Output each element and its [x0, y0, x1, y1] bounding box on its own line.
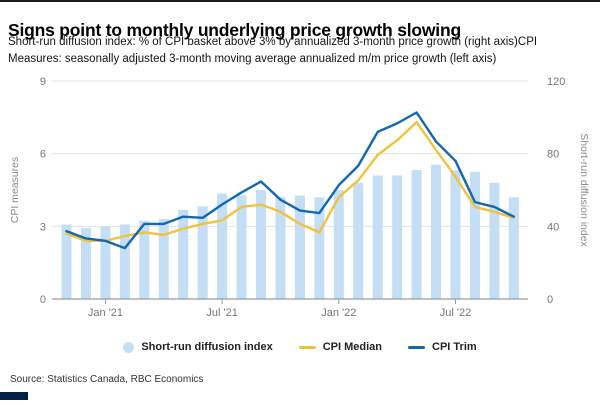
left-axis-title: CPI measures [9, 157, 21, 224]
chart-subtitle-line2: Measures: seasonally adjusted 3-month mo… [8, 52, 497, 65]
right-tick-label: 0 [547, 294, 553, 306]
left-tick-label: 6 [40, 149, 46, 161]
legend-item-trim: CPI Trim [408, 341, 477, 353]
diffusion-bar [61, 224, 72, 299]
diffusion-bar [178, 209, 189, 299]
diffusion-bar [100, 226, 111, 299]
x-tick-label: Jul '22 [440, 307, 471, 319]
legend-item-median: CPI Median [298, 341, 383, 353]
legend-item-diffusion: Short-run diffusion index [123, 341, 273, 353]
diffusion-bar [275, 197, 286, 299]
right-tick-label: 120 [547, 76, 565, 88]
legend-label-trim: CPI Trim [432, 341, 477, 353]
diffusion-bar [333, 190, 344, 299]
diffusion-bar [392, 175, 403, 299]
diffusion-bar [119, 224, 130, 299]
diffusion-bar [197, 206, 208, 299]
diffusion-bar [489, 182, 500, 299]
diffusion-bar [372, 175, 383, 299]
left-tick-label: 9 [40, 76, 46, 88]
chart-subtitle-line1: Short-run diffusion index: % of CPI bask… [8, 36, 538, 48]
diffusion-bar [450, 170, 461, 299]
diffusion-bar [158, 219, 169, 299]
x-tick-label: Jul '21 [206, 307, 237, 319]
diffusion-bar [294, 195, 305, 299]
cpi-median-line [65, 120, 516, 243]
diffusion-bar [314, 197, 325, 299]
diffusion-bar [139, 220, 150, 299]
chart-title: Signs point to monthly underlying price … [8, 19, 461, 40]
diffusion-bar [80, 228, 91, 299]
chart-subtitle: Short-run diffusion index: % of CPI bask… [8, 34, 596, 67]
left-tick-label: 0 [40, 294, 46, 306]
diffusion-bar [469, 171, 480, 299]
source-text: Source: Statistics Canada, RBC Economics [10, 374, 204, 385]
diffusion-bar [256, 190, 266, 299]
right-tick-label: 40 [547, 221, 559, 233]
chart-legend: Short-run diffusion index CPI Median CPI… [0, 337, 600, 357]
trim-swatch-icon [408, 345, 426, 349]
x-tick-label: Jan '21 [88, 307, 123, 319]
left-tick-label: 3 [40, 221, 46, 233]
diffusion-bar [508, 197, 519, 299]
legend-label-diffusion: Short-run diffusion index [141, 341, 273, 353]
diffusion-swatch-icon [123, 341, 135, 353]
diffusion-bar [411, 170, 422, 299]
cpi-trim-line [65, 111, 516, 250]
diffusion-bar [353, 182, 364, 299]
median-swatch-icon [298, 345, 316, 349]
diffusion-bar [236, 195, 247, 299]
legend-label-median: CPI Median [322, 341, 383, 353]
brand-bar [0, 392, 28, 400]
right-axis-title: Short-run diffusion index [578, 133, 590, 247]
x-tick-label: Jan '22 [321, 307, 356, 319]
diffusion-bar [217, 193, 228, 299]
right-tick-label: 80 [547, 149, 559, 161]
diffusion-bar [431, 164, 442, 299]
top-border-rule [0, 0, 600, 2]
